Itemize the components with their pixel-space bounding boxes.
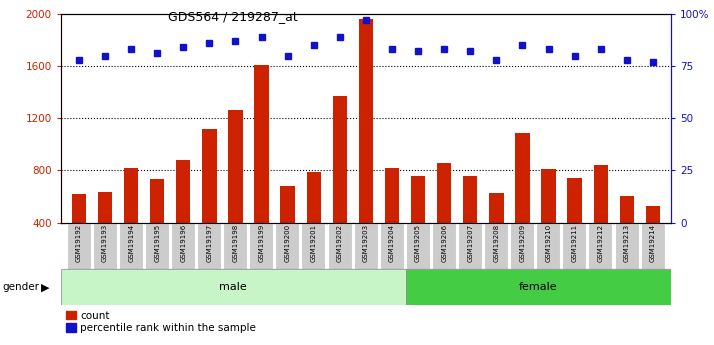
Text: GSM19198: GSM19198 (233, 224, 238, 262)
Bar (150, 179, 164, 275)
Bar (228, 110, 243, 275)
Bar (411, 176, 426, 275)
Text: GSM19196: GSM19196 (181, 224, 186, 262)
Text: GSM19201: GSM19201 (311, 224, 317, 262)
FancyBboxPatch shape (640, 224, 665, 269)
Bar (437, 162, 451, 275)
Bar (98, 192, 112, 275)
Bar (333, 96, 347, 275)
FancyBboxPatch shape (406, 224, 430, 269)
Text: GSM19194: GSM19194 (128, 224, 134, 262)
Bar (516, 132, 530, 275)
FancyBboxPatch shape (484, 224, 508, 269)
Text: GSM19208: GSM19208 (493, 224, 499, 262)
Bar (489, 193, 503, 275)
Text: GSM19195: GSM19195 (154, 224, 160, 262)
Text: GSM19213: GSM19213 (624, 224, 630, 262)
FancyBboxPatch shape (223, 224, 247, 269)
Bar (568, 178, 582, 275)
Text: GSM19214: GSM19214 (650, 224, 656, 262)
Text: GSM19204: GSM19204 (389, 224, 395, 262)
Bar (124, 168, 139, 275)
Bar (593, 165, 608, 275)
FancyBboxPatch shape (66, 224, 91, 269)
Text: GSM19197: GSM19197 (206, 224, 212, 262)
Text: GSM19200: GSM19200 (285, 224, 291, 262)
Text: GSM19211: GSM19211 (572, 224, 578, 262)
FancyBboxPatch shape (406, 269, 671, 305)
FancyBboxPatch shape (93, 224, 117, 269)
FancyBboxPatch shape (276, 224, 299, 269)
FancyBboxPatch shape (588, 224, 613, 269)
Text: GSM19207: GSM19207 (467, 224, 473, 262)
Text: gender: gender (2, 282, 39, 292)
FancyBboxPatch shape (171, 224, 195, 269)
Bar (281, 186, 295, 275)
FancyBboxPatch shape (119, 224, 143, 269)
FancyBboxPatch shape (145, 224, 169, 269)
Text: male: male (219, 282, 247, 292)
FancyBboxPatch shape (353, 224, 378, 269)
Text: GSM19199: GSM19199 (258, 224, 265, 262)
FancyBboxPatch shape (328, 224, 351, 269)
Bar (358, 19, 373, 275)
Bar (645, 206, 660, 275)
FancyBboxPatch shape (249, 224, 273, 269)
Text: GSM19212: GSM19212 (598, 224, 604, 262)
Text: GSM19203: GSM19203 (363, 224, 369, 262)
Bar (541, 169, 555, 275)
FancyBboxPatch shape (563, 224, 586, 269)
FancyBboxPatch shape (615, 224, 638, 269)
Bar (306, 172, 321, 275)
Bar (72, 194, 86, 275)
FancyBboxPatch shape (380, 224, 403, 269)
Text: GSM19205: GSM19205 (415, 224, 421, 262)
Text: GSM19210: GSM19210 (545, 224, 551, 262)
FancyBboxPatch shape (197, 224, 221, 269)
Text: GDS564 / 219287_at: GDS564 / 219287_at (168, 10, 298, 23)
Text: ▶: ▶ (41, 282, 49, 292)
Text: female: female (519, 282, 558, 292)
Bar (620, 196, 634, 275)
Bar (176, 160, 191, 275)
Text: GSM19193: GSM19193 (102, 224, 108, 262)
Text: GSM19209: GSM19209 (520, 224, 526, 262)
Bar (202, 129, 216, 275)
Text: GSM19206: GSM19206 (441, 224, 447, 262)
FancyBboxPatch shape (458, 224, 482, 269)
FancyBboxPatch shape (301, 224, 326, 269)
Bar (385, 168, 399, 275)
FancyBboxPatch shape (536, 224, 560, 269)
Bar (254, 65, 268, 275)
Text: GSM19202: GSM19202 (337, 224, 343, 262)
FancyBboxPatch shape (511, 224, 534, 269)
FancyBboxPatch shape (61, 269, 406, 305)
Bar (463, 176, 478, 275)
Legend: count, percentile rank within the sample: count, percentile rank within the sample (66, 310, 256, 333)
FancyBboxPatch shape (432, 224, 456, 269)
Text: GSM19192: GSM19192 (76, 224, 82, 262)
